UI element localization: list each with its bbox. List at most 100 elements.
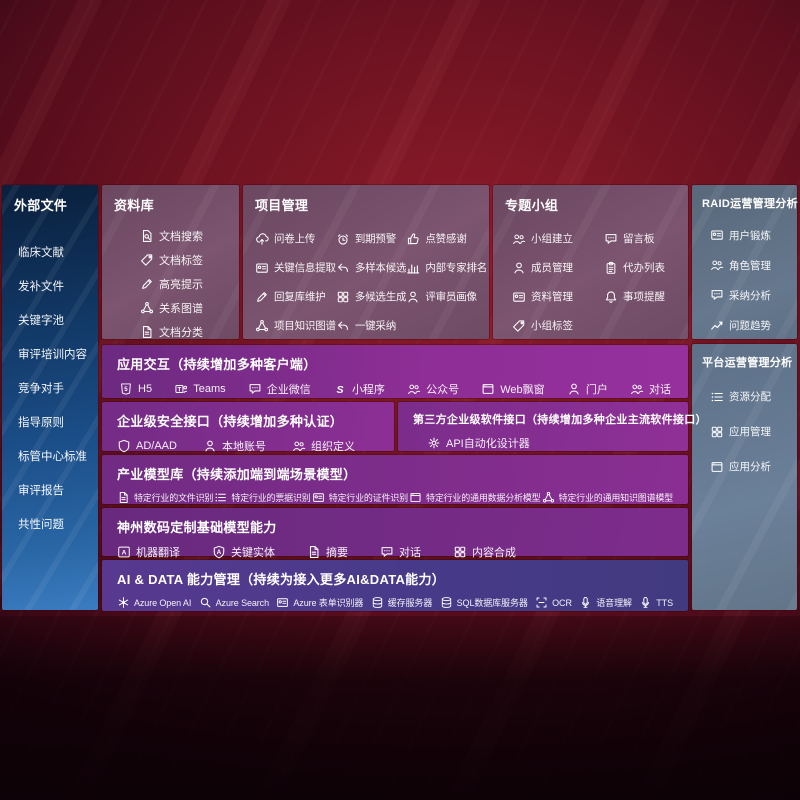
feature-label: 特定行业的票据识别 [231, 493, 311, 503]
row-title: 应用交互（持续增加多种客户端） [117, 357, 317, 372]
feature-label: 小程序 [351, 384, 385, 396]
feature-item: OCR [535, 596, 572, 609]
local-account-icon [203, 439, 217, 453]
feature-label: 摘要 [326, 547, 348, 559]
doc-classify-icon [140, 325, 154, 339]
project-columns: 问卷上传 关键信息提取 回复库维护 项目知识图谱 到期预警 多样本候选 多候选生成 一键采纳点… [255, 224, 487, 340]
ai-data-row: AI & DATA 能力管理（持续为接入更多AI&DATA能力） Azure O… [102, 560, 688, 611]
feature-label: 评审员画像 [425, 291, 477, 303]
feature-label: H5 [138, 383, 153, 395]
row-title: 企业级安全接口（持续增加多种认证） [117, 414, 344, 429]
feature-label: 回复库维护 [274, 291, 326, 303]
feature-label: 角色管理 [729, 259, 771, 272]
security-interface-box: 企业级安全接口（持续增加多种认证） AD/AAD 本地账号 组织定义 [102, 402, 394, 454]
ocr-icon [535, 596, 548, 609]
idcard-recog-icon [312, 491, 325, 504]
external-files-list: 临床文献 发补文件 关键字池 审评培训内容 竞争对手 指导原则 标管中心标准 审评报告 共性问题 [14, 236, 98, 542]
feature-item: 对话 [630, 381, 671, 397]
feature-item: 问卷上传 [255, 224, 336, 253]
feature-column: 问卷上传 关键信息提取 回复库维护 项目知识图谱 [255, 224, 336, 340]
feature-label: 特定行业的通用数据分析模型 [426, 493, 541, 503]
id-card-icon [710, 228, 724, 242]
panel-title: 资料库 [114, 198, 154, 213]
topic-groups-panel: 专题小组 小组建立 成员管理 资料管理 小组标签 留言板 代办列表 事项提醒 [493, 185, 688, 339]
feature-item: 多样本候选 [336, 253, 407, 282]
feature-item: 项目知识图谱 [255, 311, 336, 340]
feature-label: 关系图谱 [159, 303, 203, 315]
feature-label: 小组标签 [531, 320, 573, 332]
panel-title: 项目管理 [255, 198, 309, 213]
bell-icon [604, 290, 618, 304]
feature-item: 门户 [567, 381, 608, 397]
feature-item: TTS [639, 596, 673, 609]
row-title: AI & DATA 能力管理（持续为接入更多AI&DATA能力） [117, 572, 446, 587]
platform-analysis-panel: 平台运营管理分析 资源分配 应用管理 应用分析 [692, 344, 797, 610]
data-analysis-model-icon [409, 491, 422, 504]
feature-label: 公众号 [426, 384, 460, 396]
feature-column: 到期预警多样本候选多候选生成一键采纳 [336, 224, 407, 340]
feature-label: 关键实体 [231, 547, 275, 559]
app-interaction-row: 应用交互（持续增加多种客户端） H5 Teams 企业微信 小程序 公众号 Web飘窗 门户… [102, 345, 688, 398]
sidebar-item: 标管中心标准 [18, 451, 87, 463]
feature-item: Teams [174, 382, 226, 396]
feature-item: 内部专家排名 [406, 253, 487, 282]
feature-item: 特定行业的票据识别 [214, 491, 311, 504]
feature-item: 一键采纳 [336, 311, 407, 340]
feature-label: 对话 [399, 547, 421, 559]
feature-item: 角色管理 [710, 250, 797, 280]
feature-item: Azure 表单识别器 [276, 596, 363, 609]
feature-item: 资源分配 [710, 379, 797, 414]
security-items: AD/AAD 本地账号 组织定义 [117, 438, 379, 454]
feature-label: OCR [552, 597, 572, 608]
feature-label: 门户 [585, 384, 608, 396]
base-model-row: 神州数码定制基础模型能力 机器翻译 关键实体 摘要 对话 内容合成 [102, 508, 688, 559]
doc-tag-icon [140, 253, 154, 267]
feature-label: SQL数据库服务器 [456, 598, 528, 608]
feature-label: 本地账号 [221, 441, 266, 453]
feature-item: 高亮提示 [140, 272, 227, 296]
feature-label: 企业微信 [266, 384, 311, 396]
api-gear-icon [427, 436, 441, 450]
sidebar-item: 竞争对手 [18, 383, 64, 395]
panel-title: 外部文件 [14, 198, 68, 213]
feature-label: 文档分类 [159, 327, 203, 339]
azure-search-icon [199, 596, 212, 609]
industry-model-row: 产业模型库（持续添加端到端场景模型） 特定行业的文件识别 特定行业的票据识别 特定行… [102, 455, 688, 504]
portal-icon [567, 382, 581, 396]
feature-item: 事项提醒 [604, 282, 665, 311]
dialog-icon [630, 382, 644, 396]
sidebar-item: 临床文献 [18, 247, 64, 259]
feature-label: 成员管理 [531, 262, 573, 274]
feature-item: API自动化设计器 [427, 435, 530, 451]
feature-item: 采纳分析 [710, 280, 797, 310]
feature-label: 文档标签 [159, 255, 203, 267]
feature-item: Azure Search [199, 596, 269, 609]
ai-data-items: Azure Open AI Azure Search Azure 表单识别器 缓存服务… [117, 596, 673, 609]
feature-label: 到期预警 [354, 233, 397, 245]
feature-label: 应用分析 [729, 461, 771, 473]
feature-label: 多候选生成 [354, 291, 407, 303]
feature-item: 文档标签 [140, 248, 227, 272]
feature-item: 特定行业的通用数据分析模型 [409, 491, 541, 504]
thumbs-up-icon [406, 232, 420, 246]
feature-item: 特定行业的证件识别 [312, 491, 408, 504]
row-title: 神州数码定制基础模型能力 [117, 520, 277, 535]
feature-item: 关系图谱 [140, 296, 227, 320]
panel-title: RAID运营管理分析 [702, 198, 798, 210]
feature-item: 对话 [380, 544, 421, 560]
org-icon [292, 439, 306, 453]
feature-item: 小组标签 [512, 311, 604, 340]
album-icon [512, 290, 526, 304]
sidebar-item: 共性问题 [18, 519, 64, 531]
project-management-panel: 项目管理 问卷上传 关键信息提取 回复库维护 项目知识图谱 到期预警 多样本候选 多候选生成… [243, 185, 489, 339]
feature-label: 特定行业的通用知识图谱模型 [558, 493, 674, 503]
tag-icon [512, 319, 526, 333]
bbs-icon [604, 232, 618, 246]
feature-item: 应用分析 [710, 449, 797, 484]
feature-item: 语音理解 [579, 596, 632, 609]
feature-label: 特定行业的证件识别 [328, 493, 408, 503]
feature-label: 语音理解 [596, 598, 632, 608]
trend-icon [710, 318, 724, 332]
feature-item: SQL数据库服务器 [440, 596, 528, 609]
